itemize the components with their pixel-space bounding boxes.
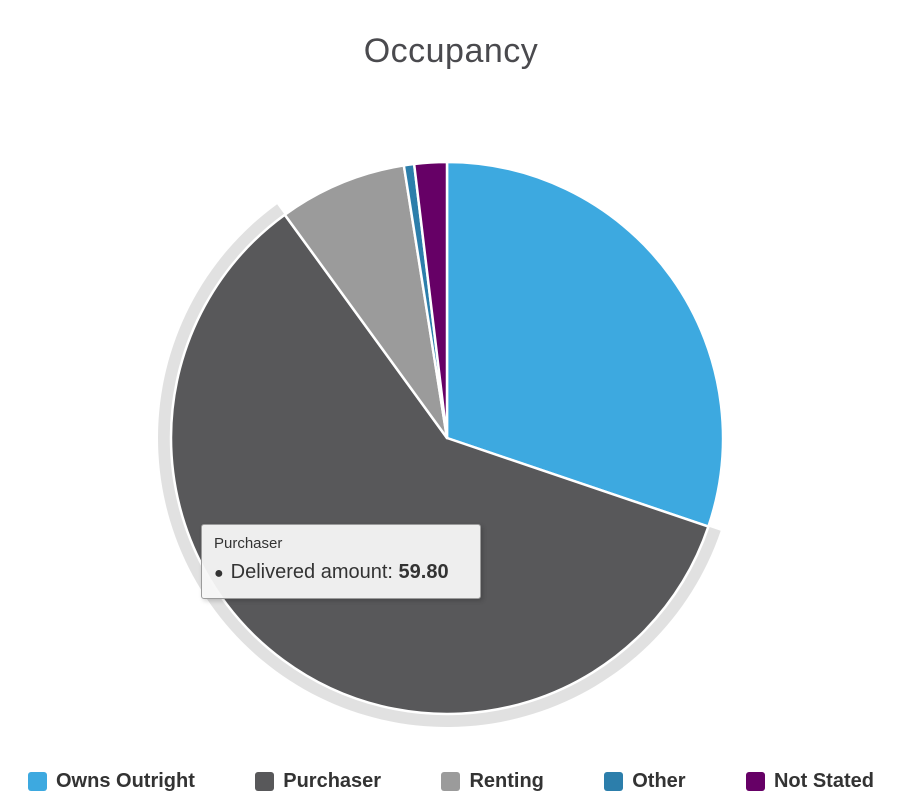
tooltip-value: 59.80 xyxy=(398,561,449,583)
tooltip-category: Purchaser xyxy=(214,535,283,552)
legend-item-not-stated[interactable]: Not Stated xyxy=(745,770,874,793)
tooltip-bullet-icon: ● xyxy=(214,565,224,582)
legend: Owns Outright Purchaser Renting Other Not St… xyxy=(0,770,902,793)
legend-swatch-icon xyxy=(441,772,461,791)
legend-swatch-icon xyxy=(255,772,275,791)
legend-item-other[interactable]: Other xyxy=(604,770,686,793)
legend-label: Purchaser xyxy=(283,770,382,792)
legend-label: Other xyxy=(632,770,686,792)
legend-label: Not Stated xyxy=(773,770,874,792)
tooltip-series-line: ● Delivered amount: 59.80 xyxy=(214,561,464,584)
legend-label: Owns Outright xyxy=(56,770,195,792)
legend-swatch-icon xyxy=(28,772,47,791)
pie-slice-renting[interactable] xyxy=(283,164,449,440)
legend-label: Renting xyxy=(469,770,544,792)
tooltip: Purchaser ● Delivered amount: 59.80 xyxy=(201,524,481,599)
legend-item-purchaser[interactable]: Purchaser xyxy=(255,770,381,793)
pie-slice-not-stated[interactable] xyxy=(412,160,449,440)
pie-slice-owns-outright[interactable] xyxy=(445,160,725,528)
tooltip-series-label: Delivered amount: xyxy=(230,561,393,583)
legend-swatch-icon xyxy=(745,772,765,791)
legend-item-renting[interactable]: Renting xyxy=(441,770,544,793)
legend-item-owns-outright[interactable]: Owns Outright xyxy=(28,770,195,793)
legend-swatch-icon xyxy=(604,772,624,791)
chart-title: Occupancy xyxy=(363,32,539,70)
